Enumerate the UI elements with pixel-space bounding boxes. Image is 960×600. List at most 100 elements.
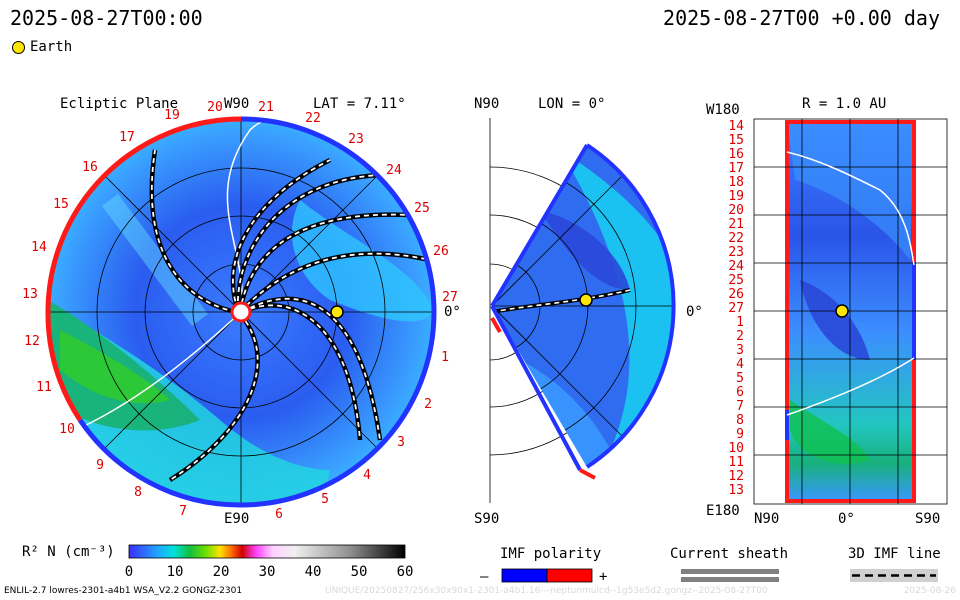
current-sheath-title: Current sheath	[670, 546, 788, 562]
colorbar-tick: 20	[213, 564, 230, 580]
r1au-day-label: 4	[736, 357, 744, 372]
earth-marker-icon	[12, 40, 25, 54]
r1au-day-label: 24	[728, 259, 744, 274]
day-tick: 20	[207, 100, 223, 115]
meridional-top-label: N90	[474, 96, 500, 112]
r1au-day-label: 25	[728, 273, 744, 288]
r1au-day-label: 12	[728, 469, 744, 484]
r1au-day-label: 8	[736, 413, 744, 428]
day-tick: 10	[59, 422, 75, 437]
day-tick: 17	[119, 130, 135, 145]
imf-polarity-legend: IMF polarity – +	[480, 546, 607, 585]
r1au-day-label: 17	[728, 161, 744, 176]
r1au-day-label: 16	[728, 147, 744, 162]
ecliptic-plot: 19 20 21 22 23 24 25 26 27 1 2 3 4 5 6 7…	[22, 100, 458, 522]
header-left-timestamp: 2025-08-27T00:00	[10, 6, 203, 30]
r1au-earth-marker	[835, 304, 849, 318]
colorbar-tick: 0	[125, 564, 133, 580]
day-tick: 27	[442, 290, 458, 305]
day-tick: 11	[36, 380, 52, 395]
r1au-bottom-left-label: E180	[706, 503, 740, 519]
day-tick: 6	[275, 507, 283, 522]
ecliptic-right-label: 0°	[444, 304, 461, 320]
ecliptic-bottom-label: E90	[224, 511, 250, 527]
current-sheath-legend: Current sheath	[670, 546, 788, 582]
colorbar-tick: 40	[305, 564, 322, 580]
r1au-title: R = 1.0 AU	[802, 96, 887, 112]
meridional-earth-marker	[579, 293, 593, 307]
meridional-lon-label: LON = 0°	[538, 96, 606, 112]
colorbar-tick: 30	[259, 564, 276, 580]
r1au-x-label-n90: N90	[754, 511, 780, 527]
ecliptic-title: Ecliptic Plane	[60, 96, 179, 112]
imf-polarity-positive-swatch	[546, 568, 593, 583]
earth-legend: Earth	[12, 39, 72, 55]
r1au-day-label: 18	[728, 175, 744, 190]
r1au-day-label: 9	[736, 427, 744, 442]
day-tick: 24	[386, 163, 402, 178]
r1au-day-label: 19	[728, 189, 744, 204]
imf-polarity-title: IMF polarity	[500, 546, 601, 562]
footer-left: ENLIL-2.7 lowres-2301-a4b1 WSA_V2.2 GONG…	[4, 586, 243, 596]
r1au-day-label: 13	[728, 483, 744, 498]
colorbar: R² N (cm⁻³) 0 10 20 30 40 50 60	[22, 544, 413, 580]
day-tick: 21	[258, 100, 274, 115]
r1au-day-label: 20	[728, 203, 744, 218]
r1au-day-label: 27	[728, 301, 744, 316]
day-tick: 16	[82, 160, 98, 175]
day-tick: 14	[31, 240, 47, 255]
r1au-x-label-s90: S90	[915, 511, 941, 527]
colorbar-label: R² N (cm⁻³)	[22, 544, 115, 560]
day-tick: 3	[397, 435, 405, 450]
meridional-bottom-label: S90	[474, 511, 500, 527]
day-tick: 25	[414, 201, 430, 216]
day-tick: 23	[348, 132, 364, 147]
day-tick: 15	[53, 197, 69, 212]
r1au-x-label-0: 0°	[838, 511, 855, 527]
r1au-day-label: 6	[736, 385, 744, 400]
r1au-day-label: 5	[736, 371, 744, 386]
day-tick: 1	[441, 350, 449, 365]
colorbar-tick: 50	[351, 564, 368, 580]
ecliptic-top-label: W90	[224, 96, 250, 112]
day-tick: 2	[424, 397, 432, 412]
colorbar-tick: 10	[167, 564, 184, 580]
earth-legend-label: Earth	[30, 39, 73, 55]
footer-date: 2025-08-26	[903, 586, 956, 596]
r1au-day-label: 15	[728, 133, 744, 148]
r1au-day-label: 11	[728, 455, 744, 470]
r1au-day-label: 3	[736, 343, 744, 358]
r1au-day-label: 26	[728, 287, 744, 302]
r1au-day-label: 22	[728, 231, 744, 246]
imf-polarity-negative-swatch	[501, 568, 548, 583]
r1au-day-label: 7	[736, 399, 744, 414]
imf-line-legend: 3D IMF line	[848, 546, 941, 582]
r1au-day-label: 14	[728, 119, 744, 134]
header-right-timestamp: 2025-08-27T00 +0.00 day	[663, 6, 940, 30]
imf-polarity-plus: +	[599, 569, 607, 585]
r1au-top-left-label: W180	[706, 102, 740, 118]
day-tick: 22	[305, 111, 321, 126]
day-tick: 19	[164, 108, 180, 123]
meridional-right-label: 0°	[686, 304, 703, 320]
imf-line-title: 3D IMF line	[848, 546, 941, 562]
day-tick: 4	[363, 468, 371, 483]
day-tick: 5	[321, 492, 329, 507]
r1au-day-label: 10	[728, 441, 744, 456]
day-tick: 26	[433, 244, 449, 259]
footer-right: UNIQUE/20250827/256x30x90x1-2301-a4b1.16…	[325, 586, 768, 596]
ecliptic-day-ticks: 19 20 21 22 23 24 25 26 27 1 2 3 4 5 6 7…	[22, 100, 458, 522]
day-tick: 8	[134, 485, 142, 500]
day-tick: 9	[96, 458, 104, 473]
r1au-day-label: 2	[736, 329, 744, 344]
r1au-plot: 14 15 16 17 18 19 20 21 22 23 24 25 26 2…	[728, 118, 948, 505]
r1au-day-labels: 14 15 16 17 18 19 20 21 22 23 24 25 26 2…	[728, 119, 744, 498]
r1au-day-label: 1	[736, 315, 744, 330]
day-tick: 12	[24, 334, 40, 349]
r1au-day-label: 23	[728, 245, 744, 260]
colorbar-tick: 60	[397, 564, 414, 580]
ecliptic-earth-marker	[330, 305, 344, 319]
imf-polarity-minus: –	[480, 569, 489, 585]
day-tick: 7	[179, 504, 187, 519]
